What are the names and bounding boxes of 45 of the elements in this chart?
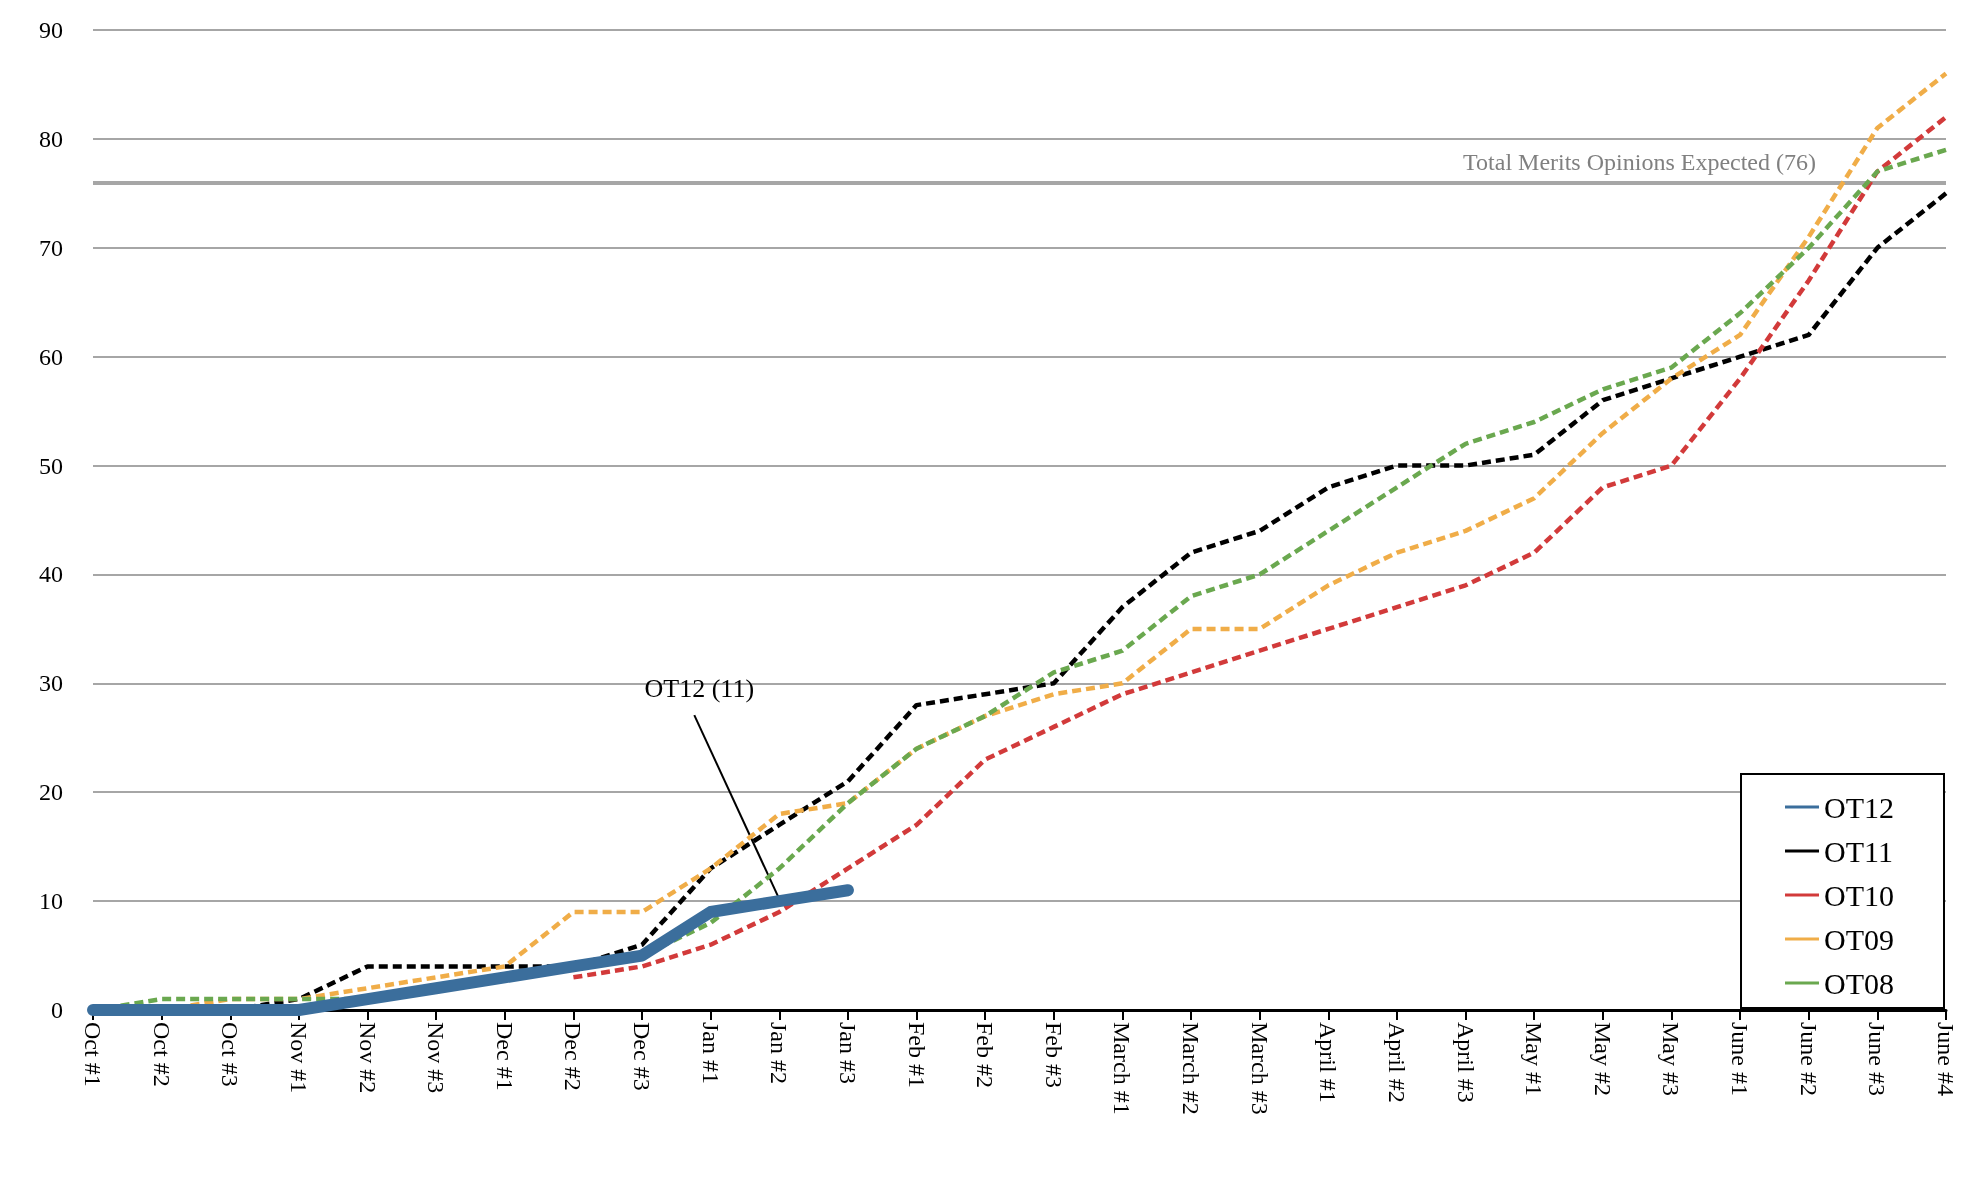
x-tick-label: June #1 [1727, 1022, 1754, 1096]
x-tick-label: Nov #2 [354, 1022, 381, 1094]
x-tick-label: Dec #1 [491, 1022, 518, 1091]
legend-label: OT12 [1824, 790, 1895, 824]
x-tick-label: March #3 [1246, 1022, 1273, 1115]
legend-label: OT11 [1824, 834, 1893, 868]
y-tick-label: 80 [39, 125, 63, 152]
y-tick-label: 20 [39, 779, 63, 806]
x-tick-label: Jan #1 [697, 1022, 724, 1084]
x-tick-label: Jan #3 [834, 1022, 861, 1084]
y-tick-label: 50 [39, 452, 63, 479]
annotation: OT12 (11) [644, 673, 755, 703]
x-tick-label: Feb #2 [972, 1022, 999, 1088]
x-tick-label: April #1 [1315, 1022, 1342, 1103]
x-tick-label: Oct #3 [217, 1022, 244, 1087]
x-tick-label: April #2 [1383, 1022, 1410, 1103]
y-tick-label: 90 [39, 17, 63, 43]
legend-label: OT08 [1824, 966, 1895, 1000]
y-tick-label: 10 [39, 888, 63, 915]
x-tick-label: Jan #2 [766, 1022, 793, 1084]
x-tick-label: April #3 [1452, 1022, 1479, 1103]
y-tick-label: 60 [39, 343, 63, 370]
x-tick-label: May #3 [1658, 1022, 1685, 1096]
legend-label: OT09 [1824, 922, 1895, 956]
x-tick-label: Dec #2 [560, 1022, 587, 1091]
x-tick-label: Nov #1 [285, 1022, 312, 1094]
ref-line-label: Total Merits Opinions Expected (76) [1463, 149, 1816, 176]
x-tick-label: May #2 [1589, 1022, 1616, 1096]
y-tick-label: 70 [39, 234, 63, 261]
x-tick-label: June #3 [1864, 1022, 1891, 1096]
y-tick-label: 30 [39, 670, 63, 697]
x-tick-label: Oct #2 [148, 1022, 175, 1087]
x-tick-label: May #1 [1521, 1022, 1548, 1096]
legend-label: OT10 [1824, 878, 1895, 912]
x-tick-label: March #1 [1109, 1022, 1136, 1115]
y-tick-label: 0 [51, 997, 63, 1023]
x-tick-label: March #2 [1178, 1022, 1205, 1115]
x-tick-label: Dec #3 [629, 1022, 656, 1091]
x-tick-label: June #4 [1933, 1022, 1959, 1096]
x-tick-label: Feb #3 [1040, 1022, 1067, 1088]
x-tick-label: Nov #3 [423, 1022, 450, 1094]
x-tick-label: June #2 [1795, 1022, 1822, 1096]
x-tick-label: Oct #1 [80, 1022, 106, 1087]
x-tick-label: Feb #1 [903, 1022, 930, 1088]
y-tick-label: 40 [39, 561, 63, 588]
